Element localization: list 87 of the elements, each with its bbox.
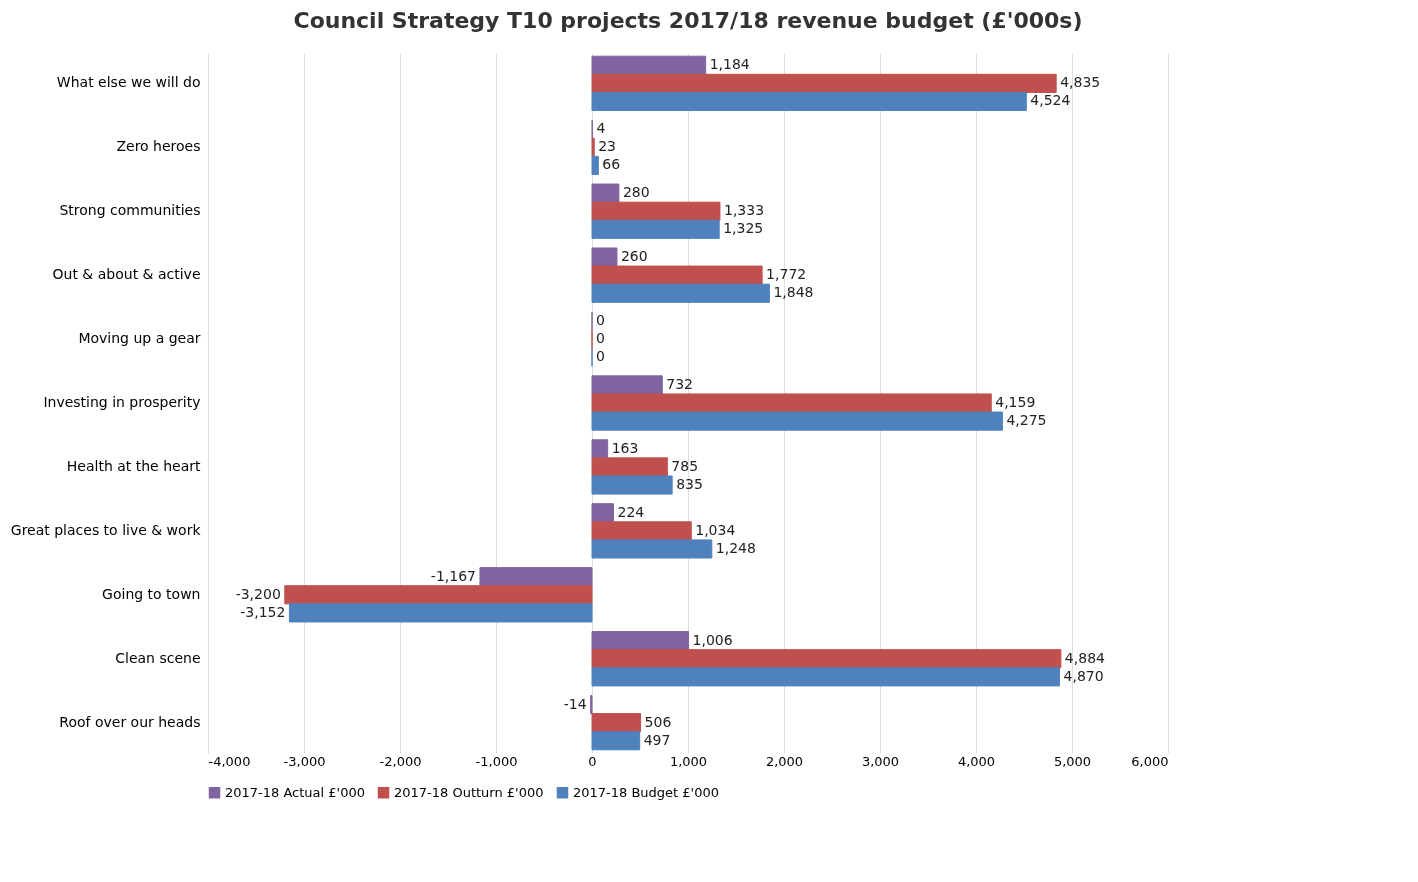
bar: [591, 155, 599, 175]
x-tick-label: -4,000: [208, 753, 251, 769]
data-label: 1,848: [773, 284, 814, 301]
bar: [591, 91, 1027, 112]
data-label: 785: [671, 457, 699, 474]
legend-label: 2017-18 Budget £'000: [573, 784, 719, 800]
y-tick-label: Health at the heart: [66, 457, 201, 474]
data-label: 0: [596, 348, 605, 365]
data-label: 0: [596, 330, 605, 347]
bar: [284, 585, 593, 605]
bar: [288, 603, 593, 623]
y-tick-label: Zero heroes: [116, 138, 201, 155]
x-tick-label: 6,000: [1131, 753, 1169, 769]
bar: [591, 265, 763, 285]
data-label: 163: [611, 439, 639, 456]
data-label: -3,152: [240, 603, 286, 620]
bar: [591, 247, 618, 267]
bar: [591, 73, 1057, 93]
data-label: 4,870: [1063, 667, 1104, 684]
data-label: 4: [596, 120, 606, 137]
data-label: 260: [620, 248, 648, 265]
bar: [591, 201, 721, 221]
x-tick-label: 2,000: [765, 753, 804, 769]
x-tick-label: 4,000: [957, 753, 996, 769]
data-label: 732: [666, 375, 694, 392]
x-tick-label: -2,000: [379, 753, 422, 769]
data-label: -1,167: [430, 567, 476, 584]
data-label: 506: [644, 713, 672, 730]
y-tick-label: Moving up a gear: [78, 330, 201, 347]
bar: [591, 667, 1061, 687]
bar: [591, 503, 614, 523]
legend-label: 2017-18 Actual £'000: [225, 784, 365, 800]
bar: [591, 521, 692, 541]
data-label: 0: [596, 311, 605, 328]
data-label: 1,333: [723, 202, 765, 219]
x-tick-label: 3,000: [861, 753, 900, 769]
data-label: 280: [622, 184, 650, 201]
bar: [591, 731, 641, 751]
bar: [591, 393, 992, 413]
data-label: 224: [617, 503, 645, 520]
x-tick-label: 1,000: [669, 753, 708, 769]
legend-label: 2017-18 Outturn £'000: [394, 784, 544, 800]
y-tick-label: Strong communities: [59, 202, 201, 219]
bar: [591, 137, 595, 157]
bar: [591, 475, 673, 495]
data-label: 23: [598, 138, 617, 155]
y-tick-label: Great places to live & work: [10, 521, 202, 538]
y-tick-label: Investing in prosperity: [43, 394, 201, 410]
bar: [591, 411, 1003, 431]
data-label: 1,248: [715, 539, 756, 556]
bar: [591, 631, 690, 651]
data-label: 1,034: [695, 521, 736, 538]
data-label: 1,006: [692, 631, 733, 648]
data-label: 66: [602, 156, 621, 173]
bar: [591, 55, 707, 75]
bar: [591, 219, 720, 239]
data-label: 4,884: [1064, 649, 1106, 666]
bar: [591, 183, 620, 203]
bar: [591, 649, 1062, 669]
chart-title: Council Strategy T10 projects 2017/18 revenue budget (£'000s): [293, 8, 1083, 33]
bar: [591, 283, 770, 303]
bar: [591, 457, 668, 477]
data-label: 1,184: [709, 56, 750, 73]
data-label: 4,275: [1006, 412, 1047, 429]
y-tick-label: Out & about & active: [52, 266, 201, 283]
bar: [479, 567, 593, 587]
data-label: 1,325: [723, 220, 764, 237]
x-tick-label: -1,000: [475, 753, 518, 769]
bar: [591, 713, 642, 733]
y-tick-label: What else we will do: [56, 74, 201, 91]
data-label: 497: [643, 731, 671, 748]
data-label: 4,159: [995, 394, 1036, 410]
bar: [591, 375, 663, 395]
data-label: 4,835: [1060, 74, 1101, 91]
data-label: 1,772: [766, 266, 807, 283]
x-tick-label: -3,000: [283, 753, 326, 769]
data-label: -3,200: [235, 585, 281, 602]
data-label: 4,524: [1030, 92, 1071, 109]
x-tick-label: 0: [588, 753, 597, 769]
data-label: -14: [563, 695, 587, 712]
data-label: 835: [676, 476, 703, 493]
y-tick-label: Clean scene: [115, 649, 201, 666]
bar: [591, 539, 713, 559]
y-tick-label: Roof over our heads: [59, 713, 201, 730]
y-tick-label: Going to town: [102, 585, 201, 602]
x-tick-label: 5,000: [1053, 753, 1092, 769]
bar: [591, 439, 609, 459]
